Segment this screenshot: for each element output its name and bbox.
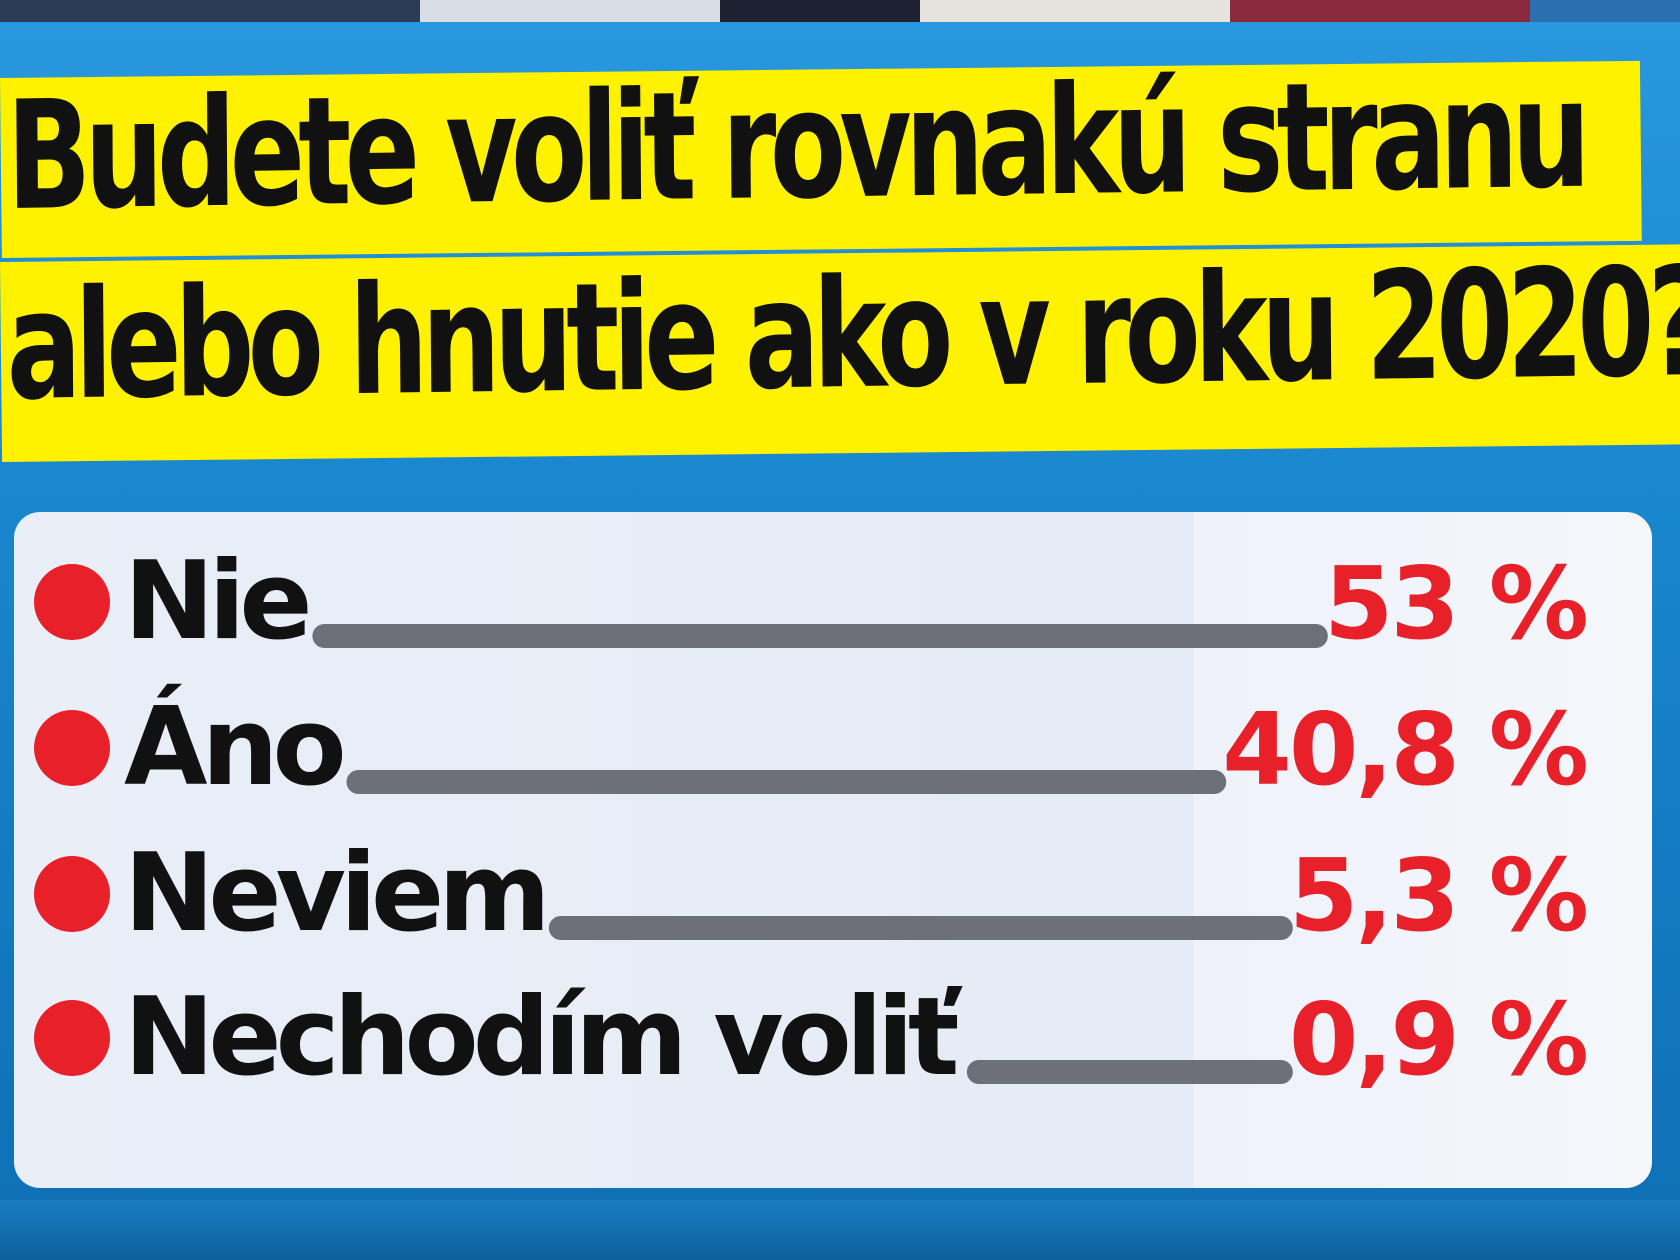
row-label: Nie — [124, 539, 308, 664]
bullet-dot-icon — [34, 564, 110, 640]
row-value: 5,3 % — [1289, 837, 1587, 954]
row-value: 0,9 % — [1289, 981, 1587, 1098]
bullet-dot-icon — [34, 856, 110, 932]
row-value: 53 % — [1324, 545, 1587, 662]
row-label: Neviem — [124, 831, 545, 956]
result-row: Nie 53 % — [34, 539, 1590, 664]
row-value: 40,8 % — [1222, 691, 1587, 808]
cropped-photo-strip — [0, 0, 1680, 22]
row-label: Áno — [124, 683, 342, 810]
bottom-strip — [0, 1200, 1680, 1260]
result-row: Nechodím voliť 0,9 % — [34, 975, 1590, 1100]
result-row: Áno 40,8 % — [34, 683, 1590, 810]
row-label: Nechodím voliť — [124, 975, 963, 1100]
bullet-dot-icon — [34, 1000, 110, 1076]
result-row: Neviem 5,3 % — [34, 831, 1590, 956]
bullet-dot-icon — [34, 710, 110, 786]
